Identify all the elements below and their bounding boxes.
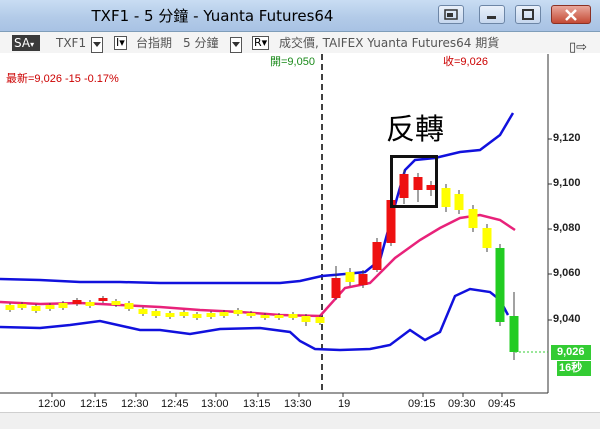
candle-body — [85, 302, 95, 306]
interval-dropdown[interactable] — [230, 37, 242, 53]
time-tick-label: 13:30 — [284, 398, 312, 410]
time-tick-label: 13:00 — [201, 398, 229, 410]
candle-body — [246, 313, 256, 316]
candle-body — [17, 304, 27, 308]
time-tick-label: 13:15 — [243, 398, 271, 410]
interval-label[interactable]: 5 分鐘 — [183, 36, 219, 50]
candle-body — [260, 315, 270, 318]
candle-body — [413, 177, 423, 190]
candlestick-series — [5, 170, 519, 360]
candle-body — [358, 274, 368, 285]
time-tick-label: 12:15 — [80, 398, 108, 410]
candle-body — [219, 312, 229, 316]
chart-toolbar: SA▾ TXF1 I▾ 台指期 5 分鐘 R▾ 成交價, TAIFEX Yuan… — [0, 32, 600, 53]
candle-body — [165, 313, 175, 317]
candle-body — [509, 316, 519, 352]
candle-body — [72, 300, 82, 304]
symbol-dropdown[interactable] — [91, 37, 103, 53]
candle-body — [111, 301, 121, 305]
candle-body — [386, 200, 396, 243]
candle-body — [399, 174, 409, 198]
price-axis-tick-marks — [548, 138, 552, 321]
data-source-label: 成交價, TAIFEX Yuanta Futures64 期貨 — [279, 36, 500, 50]
candle-body — [274, 315, 284, 318]
candle-body — [45, 305, 55, 309]
indicator-dropdown[interactable]: I▾ — [114, 36, 127, 50]
price-tick-label: 9,100 — [553, 177, 581, 189]
candle-body — [315, 317, 325, 323]
close-icon — [565, 8, 577, 21]
sa-button[interactable]: SA▾ — [12, 35, 40, 51]
candle-body — [98, 298, 108, 301]
time-tick-label: 09:15 — [408, 398, 436, 410]
time-axis-tick-marks — [51, 393, 503, 397]
time-tick-label: 09:30 — [448, 398, 476, 410]
candle-body — [331, 278, 341, 298]
time-tick-label: 12:00 — [38, 398, 66, 410]
candle-body — [138, 309, 148, 314]
reversal-annotation-box — [390, 155, 438, 208]
price-chart[interactable] — [0, 54, 600, 412]
bollinger-upper-band — [0, 112, 515, 285]
time-tick-label: 12:30 — [121, 398, 149, 410]
candle-body — [288, 314, 298, 318]
candle-body — [206, 313, 216, 317]
bar-countdown-tag: 16秒 — [557, 361, 591, 376]
horizontal-scrollbar[interactable] — [0, 412, 600, 429]
open-price-label: 開=9,050 — [270, 56, 315, 68]
reversal-annotation-text: 反轉 — [386, 112, 445, 146]
candle-body — [372, 242, 382, 270]
candle-body — [454, 194, 464, 210]
candle-body — [151, 311, 161, 316]
time-tick-label: 19 — [338, 398, 351, 410]
bollinger-lower-band — [0, 287, 510, 352]
chevron-down-icon — [93, 42, 101, 47]
price-tick-label: 9,040 — [553, 313, 581, 325]
chevron-down-icon: ▾ — [30, 40, 35, 49]
candle-body — [482, 228, 492, 248]
sa-label: SA — [14, 36, 31, 50]
candle-body — [31, 306, 41, 311]
candle-body — [58, 303, 68, 308]
candle-body — [5, 305, 15, 310]
candle-body — [301, 316, 311, 322]
window-icon — [444, 9, 458, 20]
time-tick-label: 09:45 — [488, 398, 516, 410]
price-tick-label: 9,120 — [553, 132, 581, 144]
candle-body — [495, 248, 505, 322]
candle-body — [468, 209, 478, 228]
candle-body — [426, 185, 436, 190]
current-price-tag: 9,026 — [551, 345, 591, 360]
candle-body — [233, 310, 243, 314]
close-price-label: 收=9,026 — [443, 56, 488, 68]
price-tick-label: 9,060 — [553, 267, 581, 279]
candle-body — [179, 312, 189, 316]
candle-body — [441, 188, 451, 207]
minimize-button[interactable] — [479, 5, 505, 24]
restore-alt-button[interactable] — [438, 5, 464, 24]
candle-body — [192, 314, 202, 318]
price-tick-label: 9,080 — [553, 222, 581, 234]
minimize-icon — [487, 15, 496, 19]
candle-body — [345, 272, 355, 282]
symbol-label[interactable]: TXF1 — [56, 36, 87, 50]
close-button[interactable] — [551, 5, 591, 24]
title-bar: TXF1 - 5 分鐘 - Yuanta Futures64 — [0, 0, 600, 32]
maximize-icon — [522, 9, 534, 20]
candle-body — [124, 303, 134, 309]
maximize-button[interactable] — [515, 5, 541, 24]
r-dropdown[interactable]: R▾ — [252, 36, 270, 50]
last-price-label: 最新=9,026 -15 -0.17% — [6, 73, 119, 85]
chevron-down-icon — [232, 42, 240, 47]
instrument-name: 台指期 — [136, 36, 173, 50]
window-title: TXF1 - 5 分鐘 - Yuanta Futures64 — [91, 7, 334, 25]
time-tick-label: 12:45 — [161, 398, 189, 410]
candlestick-menu-icon[interactable]: ▯⇨ — [569, 40, 588, 55]
